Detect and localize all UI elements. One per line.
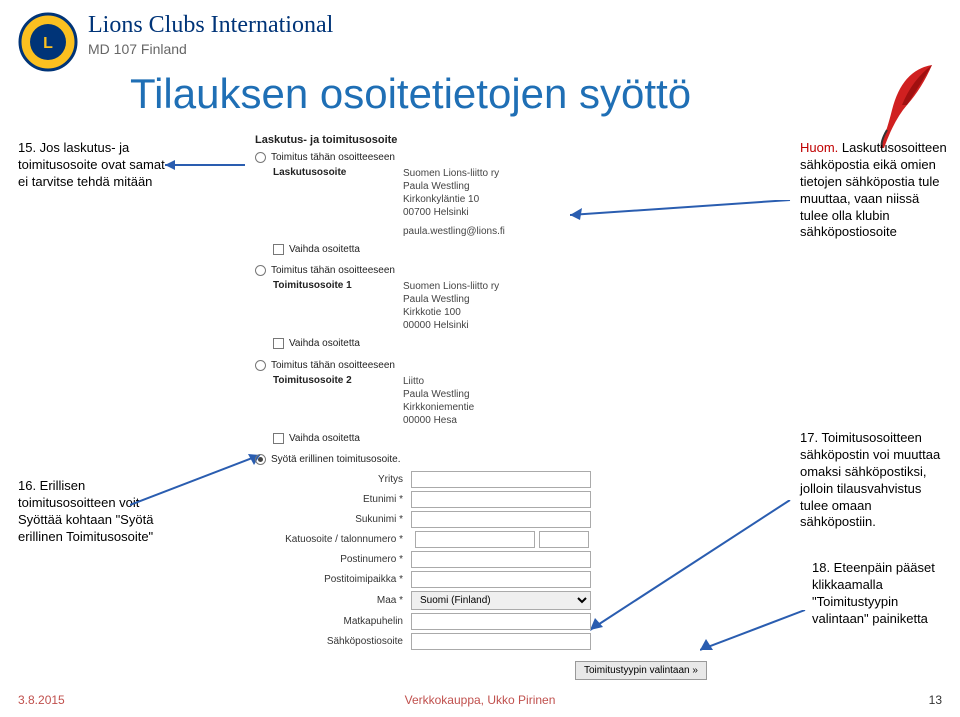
phone-input[interactable] (411, 613, 591, 630)
radio-custom[interactable]: Syötä erillinen toimitusosoite. (255, 454, 755, 465)
note-18: 18. Eteenpäin pääset klikkaamalla "Toimi… (812, 560, 942, 628)
form-screenshot: Laskutus- ja toimitusosoite Toimitus täh… (255, 130, 755, 680)
firstname-input[interactable] (411, 491, 591, 508)
email-input[interactable] (411, 633, 591, 650)
lastname-input[interactable] (411, 511, 591, 528)
svg-text:L: L (43, 35, 53, 52)
org-sub: MD 107 Finland (88, 41, 333, 57)
city-input[interactable] (411, 571, 591, 588)
footer-page: 13 (929, 693, 942, 707)
footer-date: 3.8.2015 (18, 693, 65, 707)
note-huom: Huom. Laskutusosoitteen sähköpostia eikä… (800, 140, 950, 241)
change-addr-1[interactable]: Vaihda osoitetta (273, 244, 755, 255)
billing-block: Laskutusosoite Suomen Lions-liitto ry Pa… (273, 167, 755, 238)
page-title: Tilauksen osoitetietojen syöttö (130, 70, 691, 118)
ship1-block: Toimitusosoite 1 Suomen Lions-liitto ry … (273, 280, 755, 332)
huom-label: Huom. (800, 140, 838, 155)
radio-ship2[interactable]: Toimitus tähän osoitteeseen (255, 360, 755, 371)
note-15: 15. Jos laskutus- ja toimitusosoite ovat… (18, 140, 178, 191)
company-input[interactable] (411, 471, 591, 488)
note-16: 16. Erillisen toimitusosoitteen voit Syö… (18, 478, 168, 546)
street-input[interactable] (415, 531, 535, 548)
next-button[interactable]: Toimitustyypin valintaan » (575, 661, 707, 680)
lions-logo-icon: L (18, 12, 78, 72)
radio-ship1[interactable]: Toimitus tähän osoitteeseen (255, 265, 755, 276)
houseno-input[interactable] (539, 531, 589, 548)
zip-input[interactable] (411, 551, 591, 568)
feather-icon (872, 60, 942, 150)
footer-center: Verkkokauppa, Ukko Pirinen (405, 693, 556, 707)
ship2-block: Toimitusosoite 2 Liitto Paula Westling K… (273, 375, 755, 427)
country-select[interactable]: Suomi (Finland) (411, 591, 591, 610)
change-addr-3[interactable]: Vaihda osoitetta (273, 433, 755, 444)
org-name: Lions Clubs International (88, 12, 333, 39)
change-addr-2[interactable]: Vaihda osoitetta (273, 338, 755, 349)
arrow-15 (165, 155, 255, 185)
custom-address-form: Yritys Etunimi * Sukunimi * Katuosoite /… (273, 471, 755, 650)
note-17: 17. Toimitusosoitteen sähköpostin voi mu… (800, 430, 950, 531)
section-title: Laskutus- ja toimitusosoite (255, 134, 755, 146)
radio-billing[interactable]: Toimitus tähän osoitteeseen (255, 152, 755, 163)
header: L Lions Clubs International MD 107 Finla… (18, 12, 333, 72)
